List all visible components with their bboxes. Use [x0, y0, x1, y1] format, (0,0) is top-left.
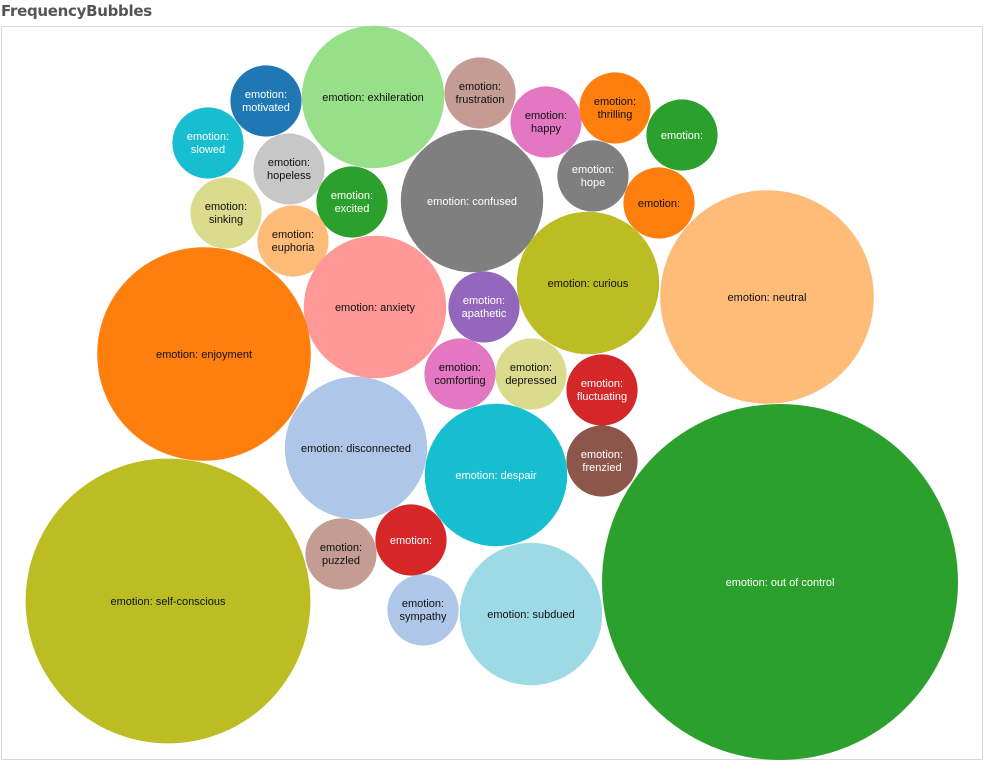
bubble[interactable]: emotion:: [646, 99, 718, 171]
bubble-circle[interactable]: [566, 425, 638, 497]
bubble-label: emotion: out of control: [726, 577, 835, 589]
bubble-label: emotion: subdued: [487, 609, 574, 621]
bubble-circle[interactable]: [566, 354, 638, 426]
bubble-circle[interactable]: [579, 72, 651, 144]
bubble-label: emotion: hopeless: [267, 157, 312, 182]
bubble-label: emotion: apathetic: [462, 295, 507, 320]
bubble[interactable]: emotion: confused: [400, 129, 544, 273]
bubble-label: emotion: curious: [548, 278, 629, 290]
bubble-label: emotion: despair: [455, 470, 537, 482]
bubble[interactable]: emotion: frustration: [444, 57, 516, 129]
bubble-label: emotion: thrilling: [594, 96, 636, 121]
bubble-circle[interactable]: [97, 247, 311, 461]
bubble-circle[interactable]: [646, 99, 718, 171]
bubble-circle[interactable]: [623, 167, 695, 239]
bubble-label: emotion: frustration: [456, 81, 505, 106]
bubble-circle[interactable]: [190, 177, 262, 249]
bubble-label: emotion: happy: [525, 110, 567, 135]
bubble[interactable]: emotion: puzzled: [305, 518, 377, 590]
bubble-circle[interactable]: [602, 404, 958, 760]
bubble[interactable]: emotion:: [623, 167, 695, 239]
bubble-circle[interactable]: [25, 458, 311, 744]
bubble-circle[interactable]: [424, 338, 496, 410]
bubble-label: emotion:: [638, 198, 680, 210]
bubble[interactable]: emotion: fluctuating: [566, 354, 638, 426]
bubble[interactable]: emotion: out of control: [602, 404, 958, 760]
bubble-circle[interactable]: [253, 133, 325, 205]
bubble-label: emotion:: [390, 535, 432, 547]
bubble[interactable]: emotion: comforting: [424, 338, 496, 410]
bubble[interactable]: emotion: enjoyment: [97, 247, 311, 461]
bubble-label: emotion:: [661, 130, 703, 142]
bubble-circle[interactable]: [172, 107, 244, 179]
bubble[interactable]: emotion: excited: [316, 166, 388, 238]
bubble[interactable]: emotion: hopeless: [253, 133, 325, 205]
bubble[interactable]: emotion: euphoria: [257, 205, 329, 277]
bubble-label: emotion: puzzled: [320, 542, 362, 567]
bubble-circle[interactable]: [516, 211, 660, 355]
bubble-label: emotion: sinking: [205, 201, 247, 226]
bubble-label: emotion: enjoyment: [156, 349, 252, 361]
bubble-circle[interactable]: [316, 166, 388, 238]
bubble-label: emotion: disconnected: [301, 443, 411, 455]
bubble[interactable]: emotion: sympathy: [387, 574, 459, 646]
bubble-label: emotion: slowed: [187, 131, 229, 156]
bubble[interactable]: emotion: hope: [557, 140, 629, 212]
bubble-circle[interactable]: [375, 504, 447, 576]
bubble-label: emotion: anxiety: [335, 302, 416, 314]
bubble-label: emotion: self-conscious: [111, 596, 226, 608]
bubble-circle[interactable]: [424, 403, 568, 547]
bubble-label: emotion: exhileration: [322, 92, 424, 104]
bubble-label: emotion: hope: [572, 164, 614, 189]
chart-frame: [1, 26, 983, 760]
bubble-circle[interactable]: [387, 574, 459, 646]
bubble-label: emotion: confused: [427, 196, 517, 208]
bubble-label: emotion: fluctuating: [577, 378, 627, 403]
bubble[interactable]: emotion: thrilling: [579, 72, 651, 144]
bubble[interactable]: emotion: exhileration: [301, 25, 445, 169]
bubble-circle[interactable]: [257, 205, 329, 277]
chart-title: FrequencyBubbles: [1, 2, 152, 20]
bubble[interactable]: emotion: depressed: [495, 338, 567, 410]
bubble[interactable]: emotion: happy: [510, 86, 582, 158]
bubble-circle[interactable]: [444, 57, 516, 129]
bubble-circle[interactable]: [660, 190, 874, 404]
bubble-label: emotion: comforting: [434, 362, 485, 387]
bubble[interactable]: emotion: self-conscious: [25, 458, 311, 744]
bubble-label: emotion: excited: [331, 190, 373, 215]
bubble-circle[interactable]: [303, 235, 447, 379]
bubble[interactable]: emotion: neutral: [660, 190, 874, 404]
bubble-label: emotion: depressed: [505, 362, 556, 387]
bubble-circle[interactable]: [230, 65, 302, 137]
bubble-circle[interactable]: [557, 140, 629, 212]
bubble[interactable]: emotion: slowed: [172, 107, 244, 179]
bubble[interactable]: emotion:: [375, 504, 447, 576]
bubble-label: emotion: frenzied: [581, 449, 623, 474]
bubble-circle[interactable]: [305, 518, 377, 590]
bubble-label: emotion: euphoria: [272, 229, 316, 254]
bubble[interactable]: emotion: anxiety: [303, 235, 447, 379]
bubble-circle[interactable]: [459, 542, 603, 686]
bubble[interactable]: emotion: subdued: [459, 542, 603, 686]
bubble-circle[interactable]: [510, 86, 582, 158]
bubble-circle[interactable]: [495, 338, 567, 410]
bubble[interactable]: emotion: curious: [516, 211, 660, 355]
bubble-circle[interactable]: [400, 129, 544, 273]
bubble-circle[interactable]: [301, 25, 445, 169]
bubble-label: emotion: neutral: [728, 292, 807, 304]
bubble[interactable]: emotion: apathetic: [448, 271, 520, 343]
bubble[interactable]: emotion: frenzied: [566, 425, 638, 497]
bubble-label: emotion: motivated: [242, 89, 290, 114]
bubble-circle[interactable]: [284, 376, 428, 520]
bubble-circle[interactable]: [448, 271, 520, 343]
bubble-label: emotion: sympathy: [399, 598, 447, 623]
bubble[interactable]: emotion: motivated: [230, 65, 302, 137]
bubble[interactable]: emotion: despair: [424, 403, 568, 547]
bubble[interactable]: emotion: disconnected: [284, 376, 428, 520]
bubble[interactable]: emotion: sinking: [190, 177, 262, 249]
